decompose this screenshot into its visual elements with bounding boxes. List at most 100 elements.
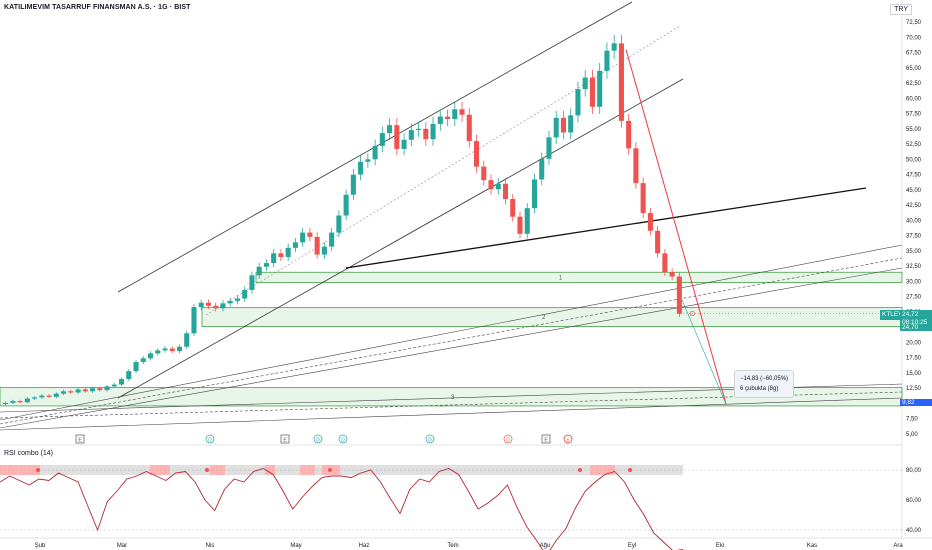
rsi-signal-dot	[628, 468, 632, 472]
event-marker-label: E	[283, 438, 287, 444]
rsi-tick-label: 60,00	[906, 498, 922, 504]
candle-body	[408, 130, 414, 140]
ticker-symbol-label: KTLEV	[880, 310, 905, 320]
event-marker-label: ⚡	[565, 437, 571, 444]
candle-body	[147, 353, 154, 359]
candle-body	[626, 120, 632, 149]
rsi-overbought-highlight	[590, 465, 615, 475]
long-trend-line-2	[0, 267, 903, 429]
candle-body	[336, 215, 342, 233]
candle-body	[155, 350, 161, 354]
candle-body	[213, 305, 219, 309]
candle-body	[430, 123, 436, 140]
rsi-indicator-title[interactable]: RSI combo (14)	[4, 450, 54, 457]
price-tick-label: 47,50	[906, 173, 922, 179]
channel-lower-line	[117, 78, 684, 399]
time-tick-label: May	[290, 543, 301, 549]
candle-body	[249, 275, 255, 290]
candle-body	[300, 232, 306, 243]
candle-body	[546, 137, 552, 159]
candle-body	[97, 388, 103, 391]
candle-body	[502, 183, 509, 200]
price-tick-label: 45,00	[906, 188, 922, 194]
dividend-marker	[563, 434, 573, 444]
candle-body	[61, 391, 67, 394]
event-marker-label: E	[78, 438, 82, 444]
candle-body	[416, 128, 422, 131]
event-marker-label: D	[341, 438, 345, 444]
candle-body	[53, 393, 59, 397]
zone-box	[0, 387, 903, 407]
rsi-line	[0, 468, 684, 550]
time-tick-label: Ağu	[540, 543, 551, 549]
time-tick-label: Kas	[807, 543, 817, 549]
candle-body	[358, 161, 364, 175]
candle-body	[176, 346, 183, 351]
event-marker-label: E	[544, 438, 548, 444]
event-marker-label: D	[428, 438, 432, 444]
candle-body	[343, 194, 349, 216]
candle-body	[140, 358, 146, 362]
candle-body	[227, 300, 233, 304]
event-marker-label: D	[316, 438, 320, 444]
zone-label: 2	[542, 315, 546, 321]
candle-body	[39, 395, 45, 398]
candle-body	[198, 302, 204, 308]
candle-body	[589, 77, 595, 107]
rsi-signal-dot	[205, 468, 209, 472]
projection-line	[625, 49, 727, 405]
candle-body	[133, 361, 139, 372]
earnings-marker	[75, 434, 85, 444]
candle-body	[111, 384, 117, 387]
neckline-trendline	[345, 187, 867, 269]
candle-body	[524, 208, 530, 234]
candle-body	[119, 379, 125, 385]
candle-body	[662, 253, 668, 273]
price-tick-label: 37,50	[906, 234, 922, 240]
candle-body	[68, 391, 74, 393]
rsi-signal-dot	[578, 468, 582, 472]
candle-body	[466, 114, 472, 142]
earnings-marker	[541, 434, 551, 444]
candle-body	[597, 70, 603, 107]
price-tick-label: 65,00	[906, 66, 922, 72]
price-tick-label: 62,50	[906, 81, 922, 87]
price-tick-label: 42,50	[906, 203, 922, 209]
candle-body	[191, 307, 197, 334]
candle-body	[278, 253, 284, 257]
price-tick-label: 15,00	[906, 371, 922, 377]
candle-body	[560, 117, 566, 133]
zone-box	[201, 307, 903, 327]
candle-body	[90, 388, 96, 392]
candle-body	[307, 232, 313, 237]
dividend-marker	[205, 434, 215, 444]
currency-badge[interactable]: TRY	[890, 4, 912, 15]
candle-body	[32, 397, 38, 399]
candle-body	[553, 117, 559, 138]
candle-body	[437, 116, 443, 124]
bar-countdown: 08:10:25	[902, 318, 928, 326]
candle-body	[531, 179, 538, 209]
time-tick-label: Tem	[447, 543, 458, 549]
measure-line	[681, 299, 727, 405]
time-tick-label: Nis	[206, 543, 215, 549]
candle-body	[655, 230, 661, 254]
price-tick-label: 30,00	[906, 279, 922, 285]
support-price-label: 9,82	[900, 399, 932, 406]
time-tick-label: Eyl	[628, 543, 636, 549]
channel-mid-line	[205, 25, 681, 316]
candle-body	[220, 303, 226, 309]
price-tick-label: 20,00	[906, 340, 922, 346]
rsi-tick-label: 80,00	[906, 468, 922, 474]
price-tick-label: 57,50	[906, 112, 922, 118]
long-trend-line-dashed	[0, 257, 903, 425]
candle-body	[495, 183, 501, 190]
candle-body	[3, 402, 9, 405]
candle-body	[459, 109, 465, 115]
time-tick-label: Şub	[35, 543, 46, 549]
candle-body	[271, 253, 277, 264]
candle-body	[256, 266, 262, 276]
measure-bars: 6 çubukta (8g)	[740, 386, 779, 392]
candle-body	[329, 232, 335, 247]
